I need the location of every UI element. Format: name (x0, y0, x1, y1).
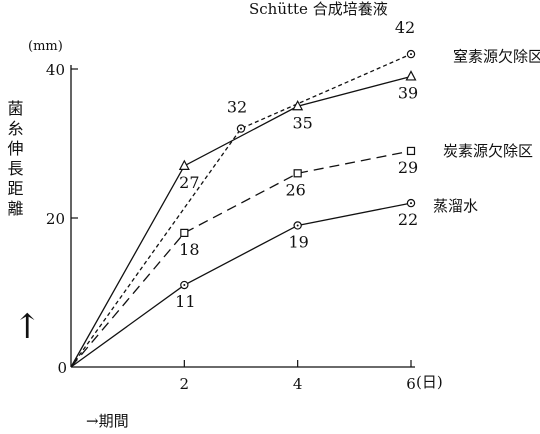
data-label: 11 (175, 292, 195, 311)
y-unit-label: (mm) (28, 39, 63, 54)
data-label: 39 (398, 83, 418, 102)
series-line (70, 202, 412, 368)
y-tick-label: 20 (46, 210, 65, 228)
data-point-triangle (178, 159, 190, 170)
x-unit-label: (日) (416, 373, 443, 391)
x-tick-label: 6 (406, 375, 416, 393)
data-point-square (293, 169, 302, 178)
data-point-dot (410, 53, 412, 56)
series-name-label: Schütte 合成培養液 (249, 0, 388, 18)
data-label: 18 (179, 240, 199, 259)
data-label: 42 (395, 18, 415, 37)
series-lines (70, 53, 412, 368)
data-point-dot (296, 224, 299, 227)
data-point-dot (240, 127, 242, 130)
markers (178, 49, 417, 290)
data-point-square (180, 228, 189, 237)
data-point-dot (410, 202, 412, 205)
data-label: 19 (288, 232, 308, 251)
data-label: 32 (227, 98, 247, 117)
x-tick-label: 4 (293, 375, 303, 393)
y-tick-label: 40 (46, 61, 65, 79)
data-point-dot (183, 284, 186, 287)
data-label: 26 (285, 180, 305, 199)
series-name-label: 炭素源欠除区 (443, 142, 533, 160)
point-labels: 32 42 27 35 39 18 26 29 11 19 22 (175, 18, 418, 311)
data-label: 35 (292, 113, 312, 132)
data-point-triangle (292, 99, 304, 111)
data-label: 22 (398, 210, 418, 229)
series-line (70, 150, 412, 368)
series-line (70, 53, 412, 368)
y-axis-label: 菌糸伸長距離 (5, 100, 24, 220)
x-tick-label: 2 (180, 375, 190, 393)
series-name-label: 窒素源欠除区 (453, 47, 540, 65)
y-tick-label: 0 (57, 359, 67, 377)
data-point-square (406, 146, 416, 156)
x-axis-label: →期間 (86, 412, 129, 430)
data-label: 27 (179, 173, 199, 192)
series-line (70, 75, 412, 368)
axes (70, 65, 415, 368)
data-label: 29 (398, 158, 418, 177)
ticks: 2 4 6 0 20 40 (46, 61, 416, 393)
series-name-label: 蒸溜水 (433, 197, 478, 215)
data-point-triangle (405, 70, 417, 81)
y-axis-arrow: ↑ (13, 307, 42, 347)
